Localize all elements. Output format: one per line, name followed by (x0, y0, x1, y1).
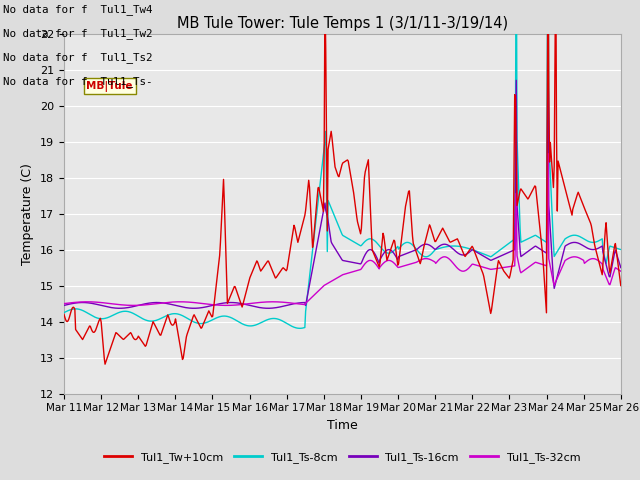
Legend: Tul1_Tw+10cm, Tul1_Ts-8cm, Tul1_Ts-16cm, Tul1_Ts-32cm: Tul1_Tw+10cm, Tul1_Ts-8cm, Tul1_Ts-16cm,… (100, 447, 585, 467)
X-axis label: Time: Time (327, 419, 358, 432)
Title: MB Tule Tower: Tule Temps 1 (3/1/11-3/19/14): MB Tule Tower: Tule Temps 1 (3/1/11-3/19… (177, 16, 508, 31)
Text: No data for f  Tul1_Tw2: No data for f Tul1_Tw2 (3, 28, 153, 39)
Text: No data for f  Tul1_Ts2: No data for f Tul1_Ts2 (3, 52, 153, 63)
Text: No data for f  Tul1_Tw4: No data for f Tul1_Tw4 (3, 4, 153, 15)
Text: No data for f  Tul1_Ts-: No data for f Tul1_Ts- (3, 76, 153, 87)
Y-axis label: Temperature (C): Temperature (C) (22, 163, 35, 264)
Text: MB|Tule: MB|Tule (86, 81, 133, 92)
